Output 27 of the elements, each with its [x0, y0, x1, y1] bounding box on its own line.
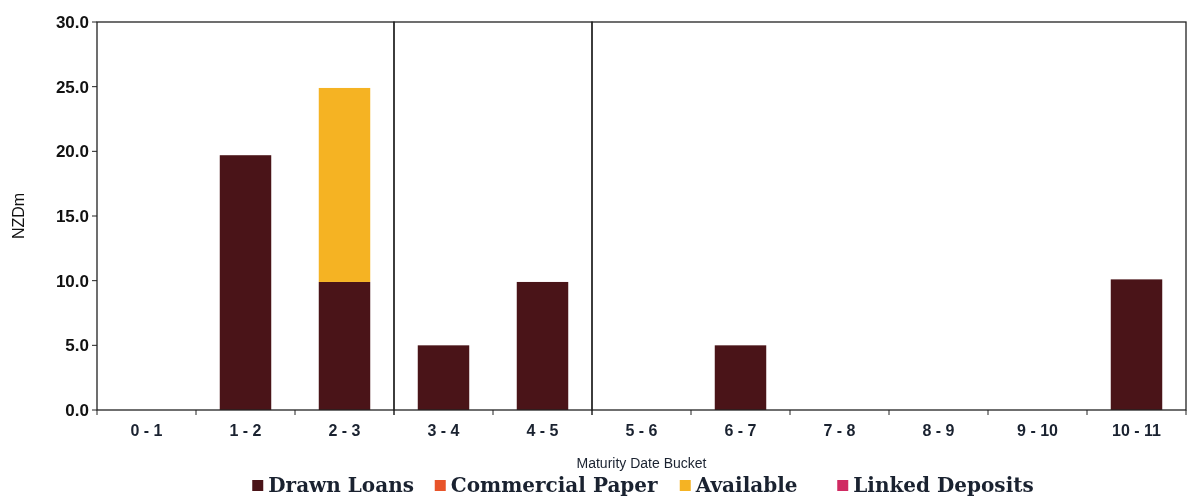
y-tick-label: 30.0: [55, 12, 89, 32]
x-axis-title: Maturity Date Bucket: [576, 455, 707, 471]
bar: [318, 87, 371, 282]
y-tick-label: 0.0: [65, 400, 89, 420]
x-tick-label: 1 - 2: [229, 422, 262, 439]
legend-label: Linked Deposits: [853, 473, 1034, 497]
x-tick-label: 3 - 4: [427, 422, 460, 439]
x-tick-label: 4 - 5: [526, 422, 559, 439]
x-tick-label: 6 - 7: [724, 422, 757, 439]
legend-label: Commercial Paper: [450, 473, 659, 497]
x-tick-label: 2 - 3: [328, 422, 361, 439]
x-tick-label: 5 - 6: [625, 422, 658, 439]
y-tick-label: 25.0: [55, 77, 89, 97]
x-tick-label: 7 - 8: [823, 422, 856, 439]
legend-label: Drawn Loans: [268, 473, 414, 497]
y-tick-label: 15.0: [55, 206, 89, 226]
y-tick-label: 10.0: [55, 271, 89, 291]
x-tick-label: 8 - 9: [922, 422, 955, 439]
y-tick-label: 5.0: [65, 336, 89, 356]
y-tick-label: 20.0: [55, 142, 89, 162]
legend-label: Available: [694, 473, 798, 497]
bar: [219, 155, 272, 410]
bar: [318, 281, 371, 410]
y-axis-title: NZDm: [10, 192, 27, 240]
x-tick-label: 10 - 11: [1112, 422, 1162, 439]
x-tick-label: 9 - 10: [1017, 422, 1059, 439]
x-tick-label: 0 - 1: [130, 422, 163, 439]
